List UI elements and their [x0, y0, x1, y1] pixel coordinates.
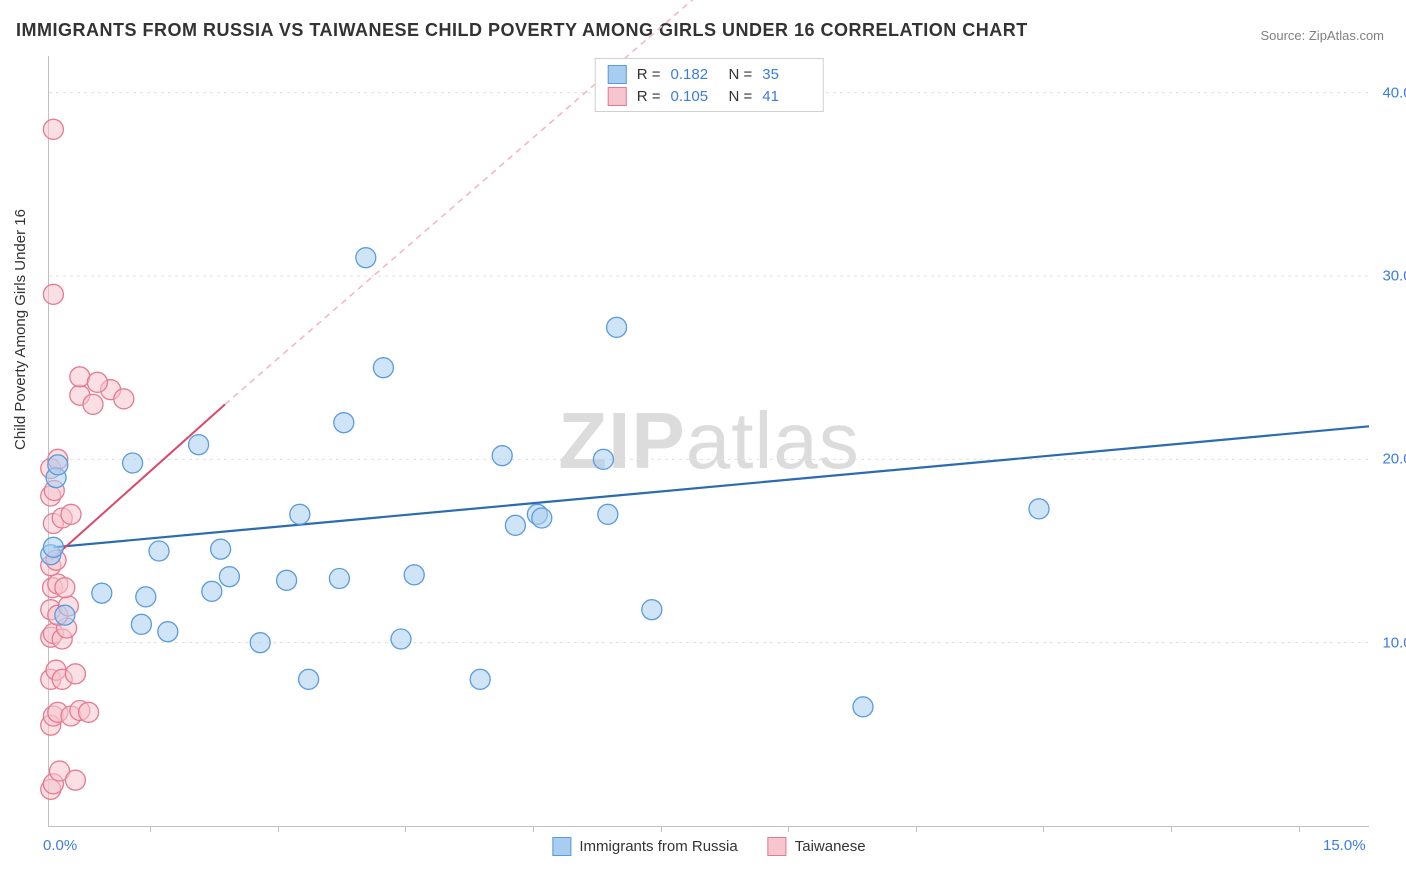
scatter-point [136, 587, 156, 607]
x-minor-tick [1171, 826, 1172, 832]
scatter-point [55, 578, 75, 598]
y-tick-label: 40.0% [1382, 84, 1406, 101]
scatter-point [853, 697, 873, 717]
legend-correlation: R = 0.182 N = 35 R = 0.105 N = 41 [595, 58, 824, 112]
scatter-point [532, 508, 552, 528]
scatter-point [391, 629, 411, 649]
x-minor-tick [788, 826, 789, 832]
legend-item: Taiwanese [768, 837, 866, 856]
scatter-point [158, 622, 178, 642]
source-label: Source: ZipAtlas.com [1260, 28, 1384, 43]
x-tick-label: 15.0% [1323, 837, 1366, 854]
scatter-point [598, 504, 618, 524]
scatter-point [55, 605, 75, 625]
scatter-point [79, 702, 99, 722]
legend-n-value: 35 [762, 66, 810, 83]
legend-item-label: Taiwanese [795, 838, 866, 855]
x-minor-tick [278, 826, 279, 832]
legend-swatch [608, 65, 627, 84]
scatter-point [290, 504, 310, 524]
scatter-point [470, 669, 490, 689]
scatter-point [334, 413, 354, 433]
y-tick-label: 30.0% [1382, 268, 1406, 285]
plot-area: ZIPatlas 10.0%20.0%30.0%40.0% 0.0%15.0% … [48, 56, 1369, 827]
scatter-point [43, 284, 63, 304]
scatter-point [87, 372, 107, 392]
x-minor-tick [916, 826, 917, 832]
scatter-point [219, 567, 239, 587]
legend-row: R = 0.105 N = 41 [608, 85, 811, 107]
scatter-point [373, 358, 393, 378]
scatter-point [593, 449, 613, 469]
x-minor-tick [533, 826, 534, 832]
legend-r-value: 0.182 [671, 66, 719, 83]
scatter-point [61, 504, 81, 524]
legend-swatch [608, 87, 627, 106]
x-minor-tick [661, 826, 662, 832]
scatter-point [505, 515, 525, 535]
scatter-point [48, 455, 68, 475]
x-minor-tick [1043, 826, 1044, 832]
legend-swatch [768, 837, 787, 856]
legend-n-label: N = [729, 66, 753, 83]
scatter-point [202, 581, 222, 601]
scatter-point [83, 394, 103, 414]
scatter-point [70, 367, 90, 387]
legend-n-label: N = [729, 88, 753, 105]
chart-title: IMMIGRANTS FROM RUSSIA VS TAIWANESE CHIL… [16, 20, 1028, 41]
legend-swatch [552, 837, 571, 856]
scatter-point [123, 453, 143, 473]
x-tick-label: 0.0% [43, 837, 77, 854]
chart-svg [49, 56, 1369, 826]
scatter-point [1029, 499, 1049, 519]
scatter-point [189, 435, 209, 455]
legend-item-label: Immigrants from Russia [579, 838, 737, 855]
legend-r-label: R = [637, 66, 661, 83]
x-minor-tick [405, 826, 406, 832]
y-tick-label: 10.0% [1382, 634, 1406, 651]
legend-n-value: 41 [762, 88, 810, 105]
scatter-point [65, 664, 85, 684]
x-minor-tick [1299, 826, 1300, 832]
y-tick-label: 20.0% [1382, 451, 1406, 468]
scatter-point [43, 537, 63, 557]
scatter-point [329, 569, 349, 589]
legend-item: Immigrants from Russia [552, 837, 737, 856]
y-axis-label: Child Poverty Among Girls Under 16 [12, 209, 29, 450]
legend-row: R = 0.182 N = 35 [608, 63, 811, 85]
scatter-point [404, 565, 424, 585]
legend-series: Immigrants from Russia Taiwanese [552, 837, 865, 856]
scatter-point [492, 446, 512, 466]
scatter-point [211, 539, 231, 559]
scatter-point [277, 570, 297, 590]
scatter-point [114, 389, 134, 409]
scatter-point [642, 600, 662, 620]
scatter-point [607, 317, 627, 337]
legend-r-value: 0.105 [671, 88, 719, 105]
scatter-point [356, 248, 376, 268]
scatter-point [65, 770, 85, 790]
scatter-point [131, 614, 151, 634]
scatter-point [92, 583, 112, 603]
scatter-point [149, 541, 169, 561]
scatter-point [250, 633, 270, 653]
scatter-point [43, 119, 63, 139]
legend-r-label: R = [637, 88, 661, 105]
x-minor-tick [150, 826, 151, 832]
scatter-point [299, 669, 319, 689]
